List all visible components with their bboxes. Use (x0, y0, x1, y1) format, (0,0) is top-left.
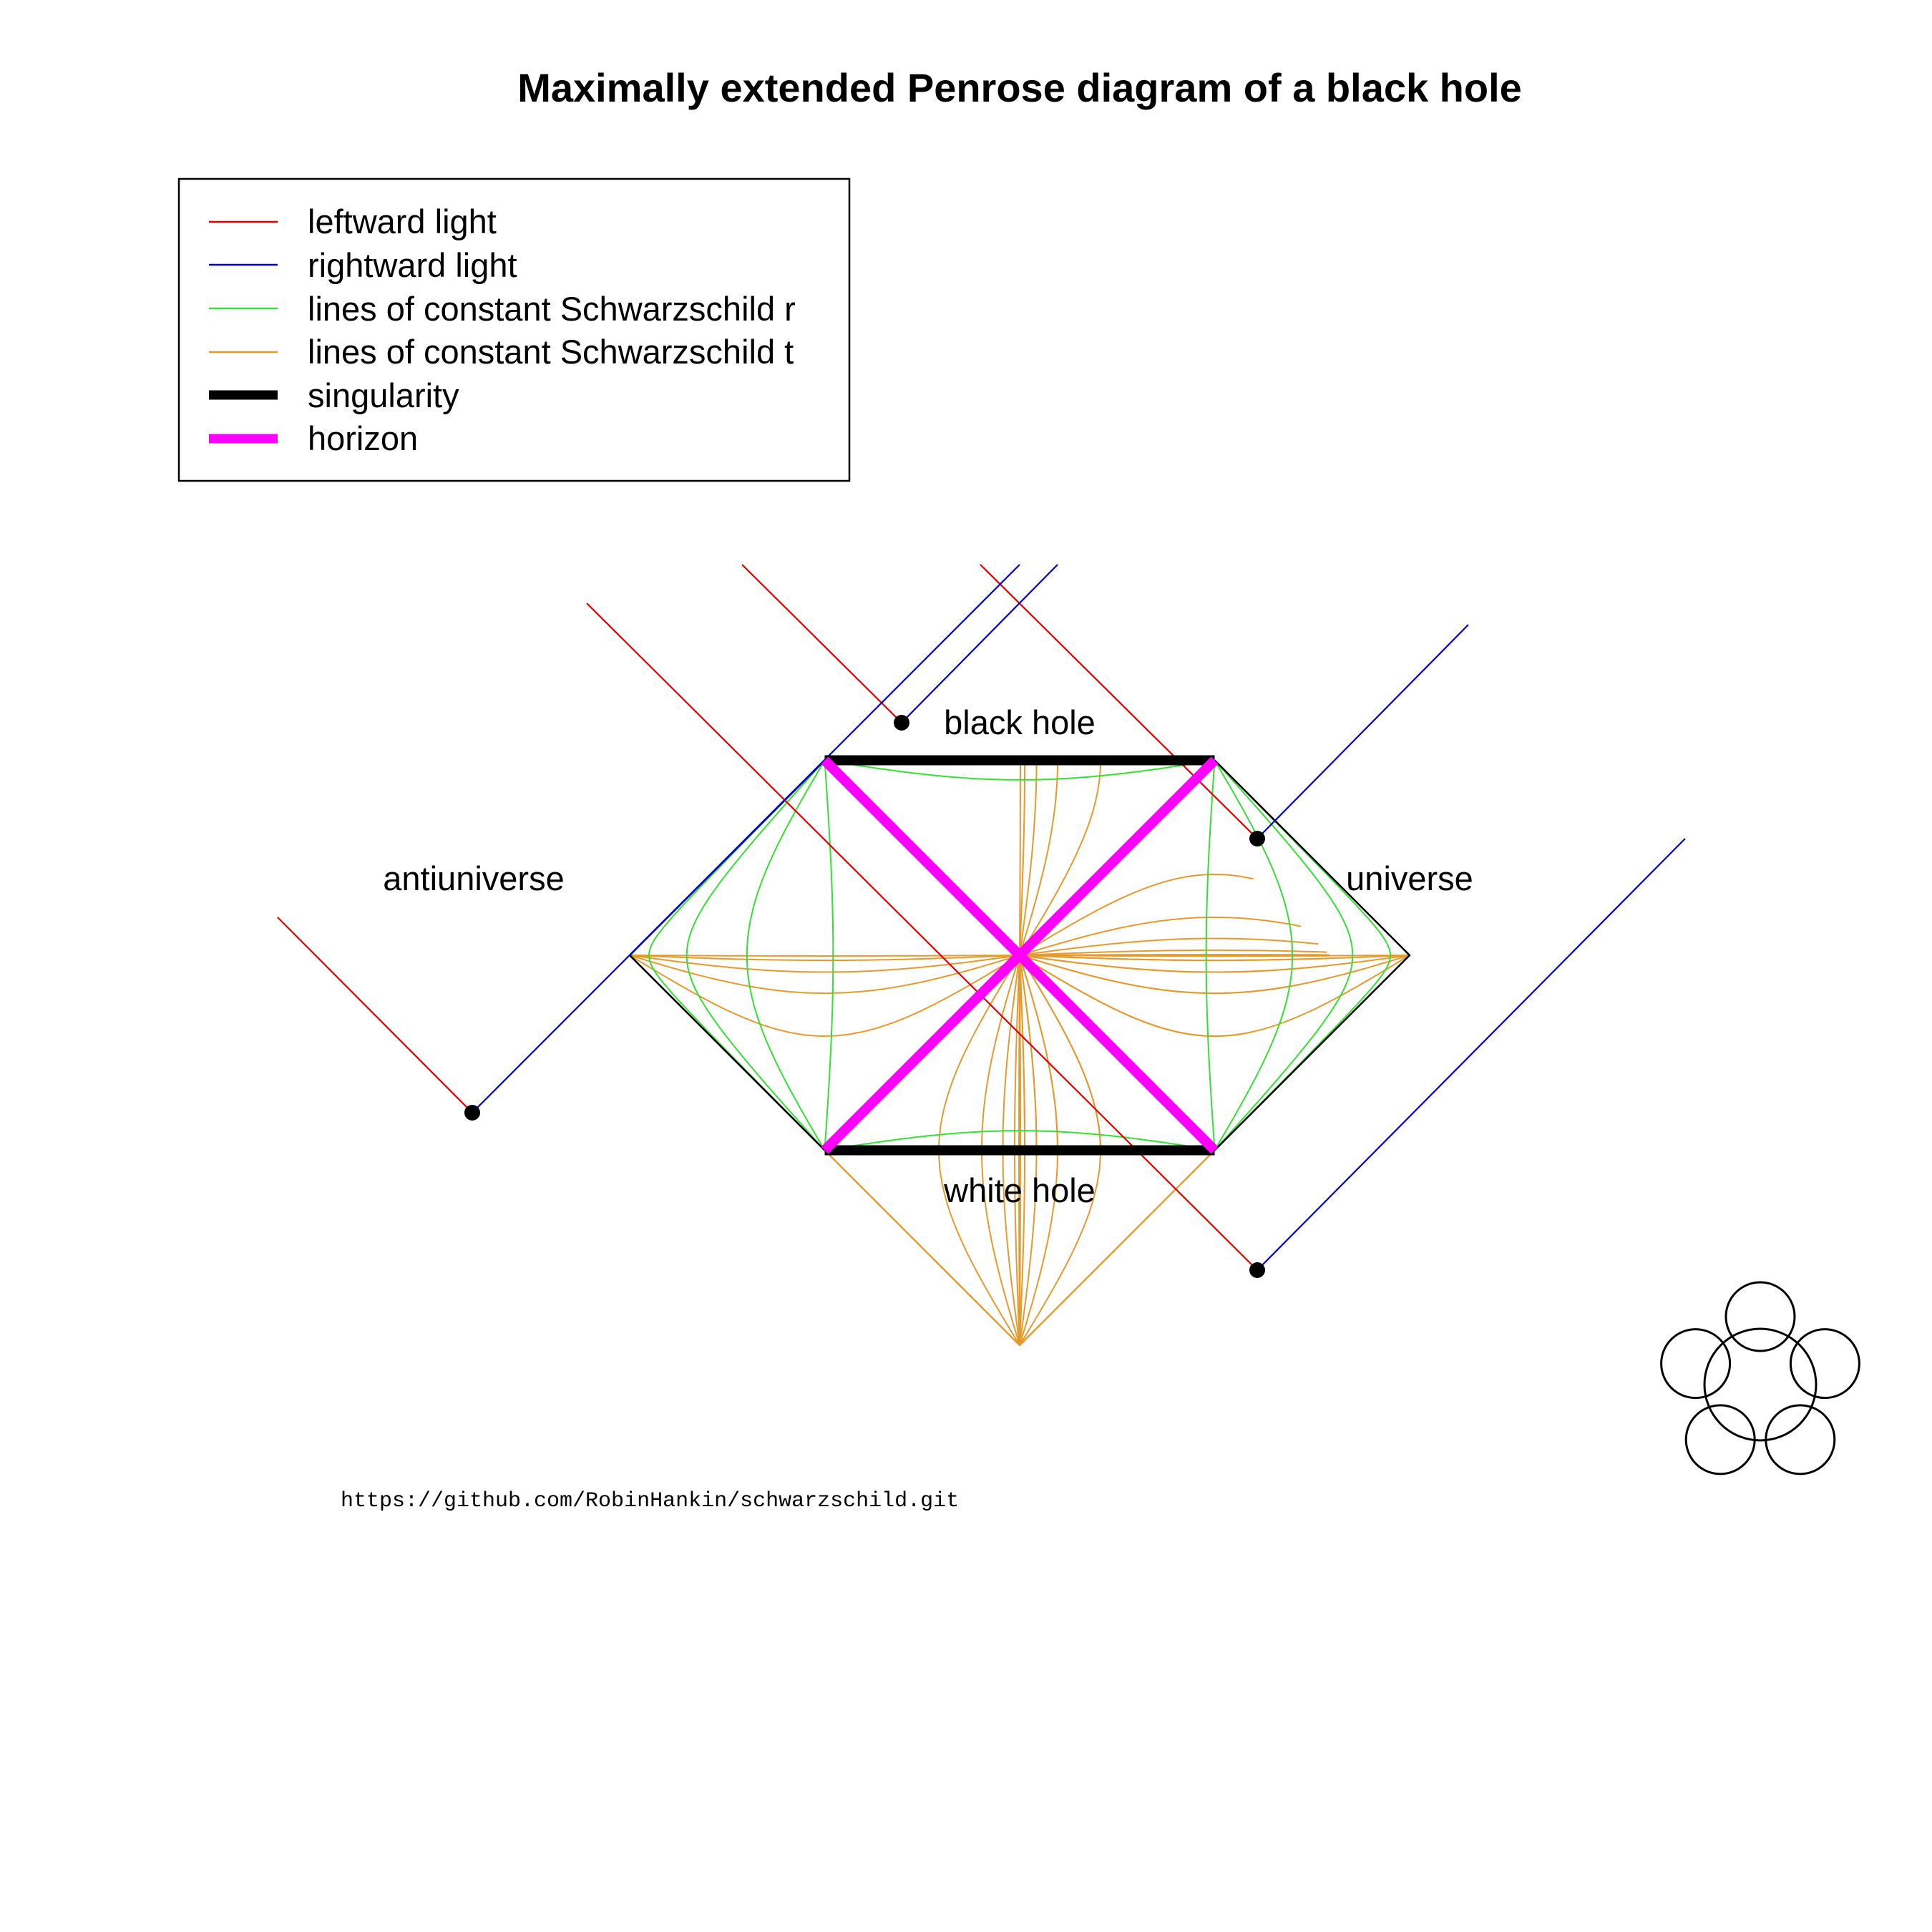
constant-t-curve (1020, 937, 1319, 956)
legend-box (177, 177, 851, 482)
region-label-antiuniverse: antiuniverse (383, 859, 564, 897)
constant-r-curve (1214, 759, 1391, 1151)
constant-t-curve (1019, 955, 1059, 1149)
constant-t-curve (1020, 955, 1327, 962)
leftward-light-ray (277, 917, 473, 1113)
light-rays (277, 564, 1686, 1271)
rightward-light-ray (1257, 838, 1686, 1271)
legend-label-rightward-light: rightward light (308, 246, 517, 284)
legend-label-horizon: horizon (308, 419, 418, 457)
legend-entry-leftward-light: leftward light (209, 203, 497, 240)
constant-t-curve (1019, 955, 1254, 1038)
constant-t-curve (629, 955, 1020, 1037)
constant-t-curve (629, 955, 1020, 1346)
constant-t-curve (1019, 761, 1059, 956)
knot-icon (1660, 1281, 1860, 1475)
constant-r-curve (824, 759, 834, 1151)
knot-ring (1703, 1327, 1818, 1442)
constant-t-curve (629, 955, 1020, 1151)
constant-t-curve (1019, 955, 1026, 1150)
knot-loop (1765, 1404, 1836, 1475)
constant-t-curve (1020, 949, 1327, 956)
region-label-white-hole: white hole (943, 1171, 1096, 1209)
constant-t-curve (629, 955, 1020, 1346)
constant-t-curve (1019, 955, 1302, 995)
knot-loop (1684, 1404, 1756, 1475)
leftward-light-ray (741, 564, 902, 723)
event-point (894, 715, 909, 731)
region-label-universe: universe (1346, 859, 1473, 897)
legend: leftward light rightward light lines of … (177, 177, 851, 482)
event-points (464, 715, 1265, 1278)
constant-t-curve (629, 955, 1020, 957)
null-infinity-right (1214, 759, 1411, 1151)
legend-label-constant-r: lines of constant Schwarzschild r (308, 290, 796, 328)
constant-t-curve (629, 955, 1020, 973)
constant-t-curve (1019, 955, 1410, 1151)
constant-t-curve (629, 955, 1020, 1346)
constant-t-curve (1019, 761, 1026, 955)
constant-t-curve (1020, 955, 1330, 957)
knot-loop (1660, 1328, 1732, 1400)
legend-entry-rightward-light: rightward light (209, 246, 517, 284)
constant-t-curve (629, 955, 1020, 995)
constant-t-curve (629, 955, 1020, 1346)
rightward-light-ray (472, 564, 1020, 1113)
knot-loop (1724, 1281, 1796, 1352)
legend-entry-constant-r: lines of constant Schwarzschild r (209, 290, 796, 328)
constant-r-curve (686, 759, 826, 1151)
legend-label-constant-t: lines of constant Schwarzschild t (308, 333, 794, 371)
event-point (1249, 1262, 1265, 1278)
constant-r-curve (648, 759, 826, 1151)
event-point (464, 1105, 480, 1121)
constant-r-curve (1205, 759, 1216, 1151)
constant-t-curve (1019, 873, 1254, 956)
figure-title: Maximally extended Penrose diagram of a … (517, 65, 1522, 110)
legend-entry-horizon: horizon (209, 419, 418, 457)
singularities (824, 755, 1215, 1156)
constant-r-curve (1214, 759, 1354, 1151)
region-label-black-hole: black hole (944, 703, 1096, 741)
constant-t-curve (1019, 761, 1038, 955)
constant-r-curve (1214, 759, 1294, 1151)
legend-entry-singularity: singularity (209, 376, 459, 414)
constant-t-curve (1019, 955, 1102, 1150)
constant-r-curve (746, 759, 826, 1151)
constant-r-curve (824, 1130, 1216, 1151)
legend-label-leftward-light: leftward light (308, 203, 497, 240)
horizon-line (821, 756, 1219, 1154)
knot-loop (1789, 1328, 1860, 1400)
rightward-light-ray (901, 564, 1058, 723)
constant-t-curve (1020, 955, 1319, 973)
event-point (1249, 831, 1265, 847)
constant-t-curve (1019, 955, 1038, 1150)
legend-label-singularity: singularity (308, 376, 459, 414)
legend-entry-constant-t: lines of constant Schwarzschild t (209, 333, 794, 371)
constant-r-curve (824, 759, 1216, 781)
leftward-light-ray (586, 602, 1258, 1271)
constant-t-curve (1019, 761, 1102, 956)
constant-t-curve (629, 955, 1020, 962)
source-url: https://github.com/RobinHankin/schwarzsc… (341, 1489, 959, 1513)
leftward-light-ray (980, 564, 1258, 839)
rightward-light-ray (1257, 624, 1469, 839)
constant-t-curve (1019, 916, 1302, 956)
horizons (821, 756, 1219, 1154)
